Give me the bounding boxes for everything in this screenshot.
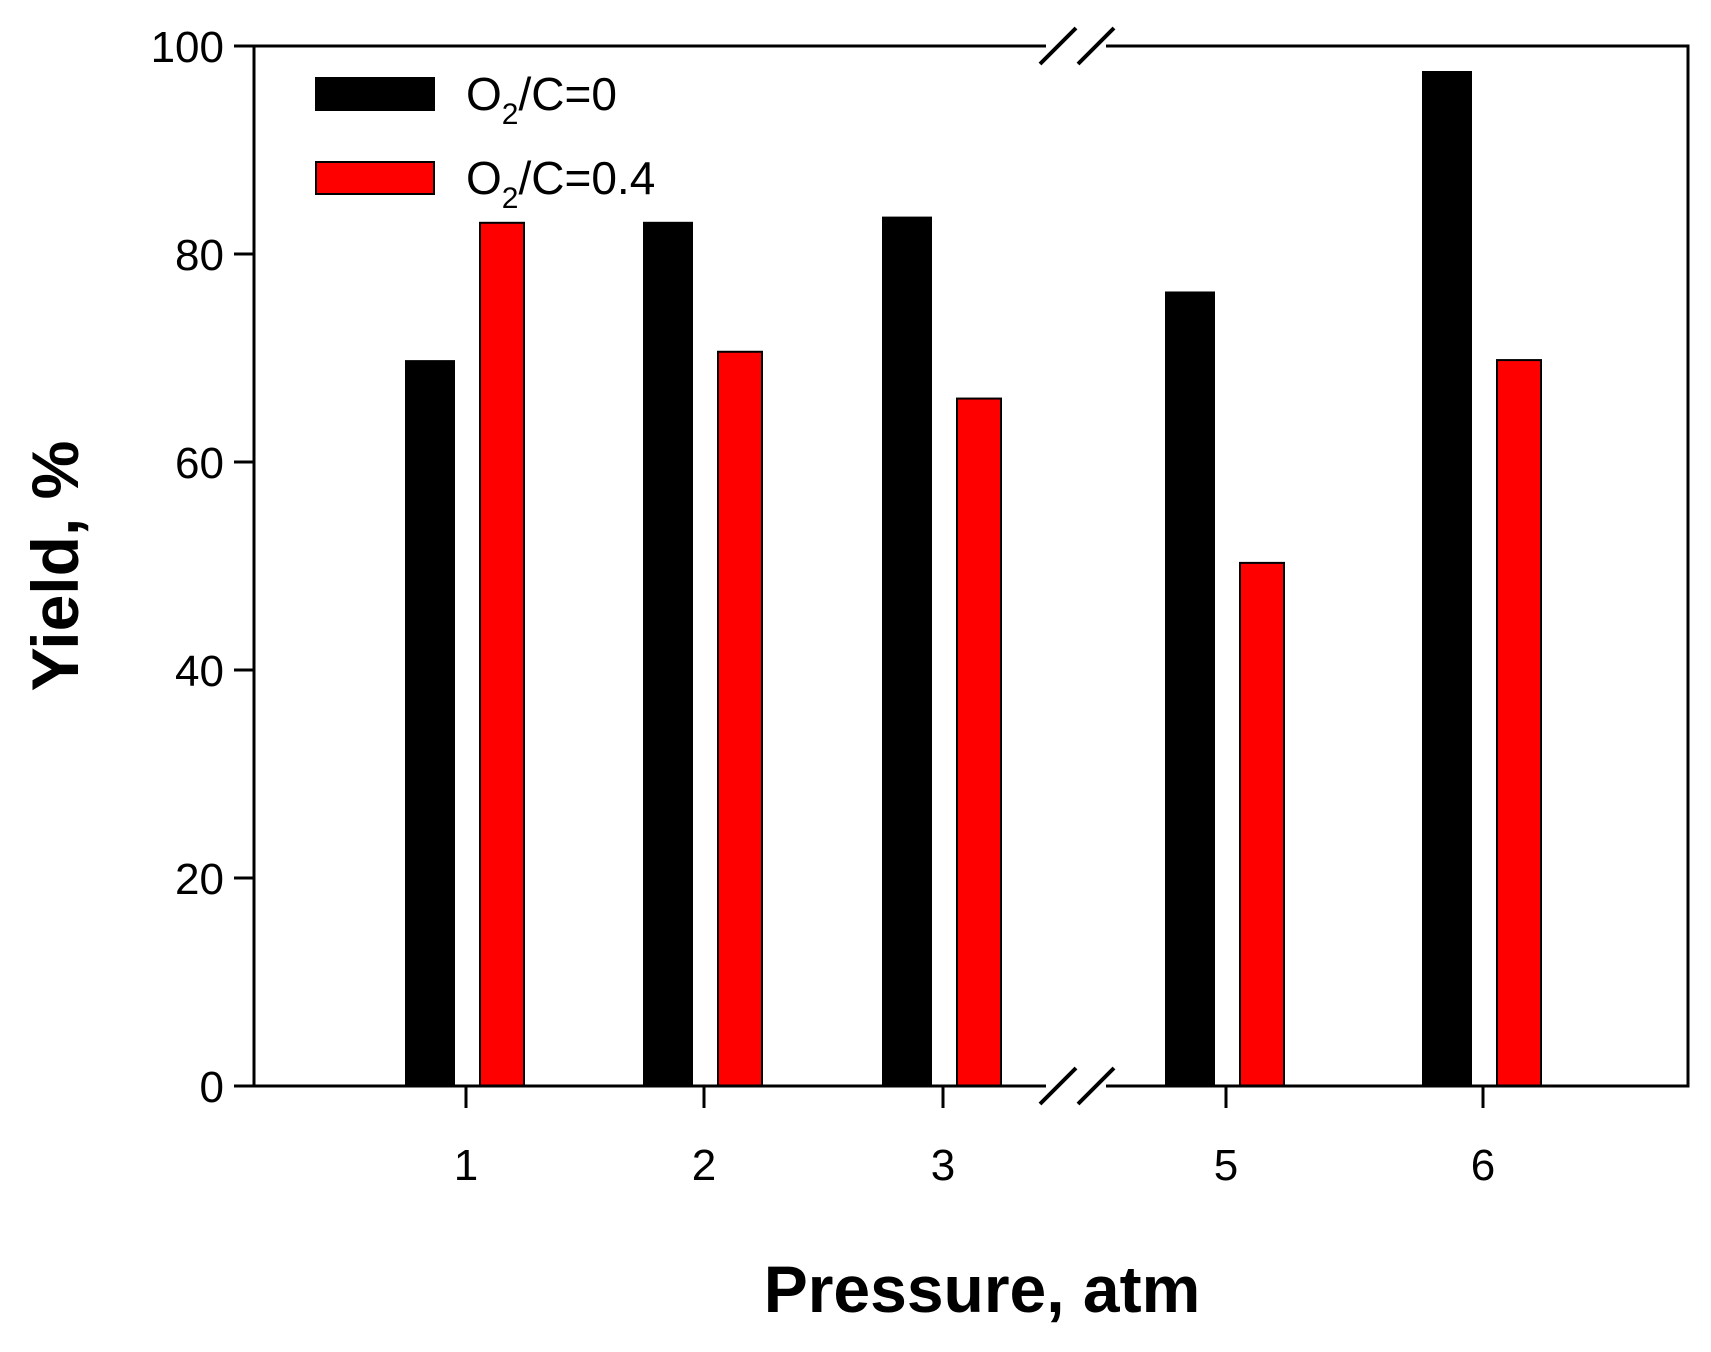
legend-swatch-o2c-0-4: [315, 161, 435, 195]
x-tick-label-3: 3: [931, 1141, 955, 1190]
break-slash-bottom-1: [1038, 1066, 1078, 1106]
y-tick-label-100: 100: [151, 23, 224, 72]
axis-break-marks: [1038, 26, 1116, 1106]
legend-label-o2c-0: O2/C=0: [466, 68, 617, 131]
bar-o2c-0-p2: [643, 221, 693, 1088]
x-tick-label-5: 5: [1214, 1141, 1238, 1190]
legend-label-o2c-0-4: O2/C=0.4: [466, 152, 655, 215]
x-tick-label-6: 6: [1471, 1141, 1495, 1190]
y-tick-label-80: 80: [175, 231, 224, 280]
break-slash-top-1: [1038, 26, 1078, 66]
y-tick-label-0: 0: [200, 1063, 224, 1112]
y-tick-label-20: 20: [175, 855, 224, 904]
bar-o2c-0-p6: [1422, 71, 1472, 1087]
bar-o2c-0-p3: [882, 216, 932, 1088]
bar-o2c-0-p5: [1165, 291, 1215, 1088]
bar-o2c-0-4-p2: [717, 350, 763, 1087]
bar-o2c-0-4-p6: [1496, 359, 1542, 1087]
x-axis: 1 2 3 5 6: [454, 1086, 1495, 1190]
break-slash-top-2: [1076, 26, 1116, 66]
y-axis-title: Yield, %: [18, 441, 92, 692]
x-tick-label-1: 1: [454, 1141, 478, 1190]
legend: O2/C=0 O2/C=0.4: [315, 68, 655, 215]
bars-layer: [405, 71, 1542, 1088]
break-slash-bottom-2: [1076, 1066, 1116, 1106]
bar-o2c-0-4-p3: [956, 397, 1002, 1087]
plot-frame: [252, 44, 1690, 1088]
bar-o2c-0-4-p1: [479, 221, 525, 1088]
x-axis-title: Pressure, atm: [764, 1252, 1201, 1326]
bar-o2c-0-p1: [405, 360, 455, 1087]
y-tick-label-60: 60: [175, 439, 224, 488]
bar-o2c-0-4-p5: [1239, 561, 1285, 1087]
y-tick-label-40: 40: [175, 647, 224, 696]
y-axis: 0 20 40 60 80 100: [151, 23, 254, 1112]
legend-swatch-o2c-0: [315, 77, 435, 111]
x-tick-label-2: 2: [692, 1141, 716, 1190]
